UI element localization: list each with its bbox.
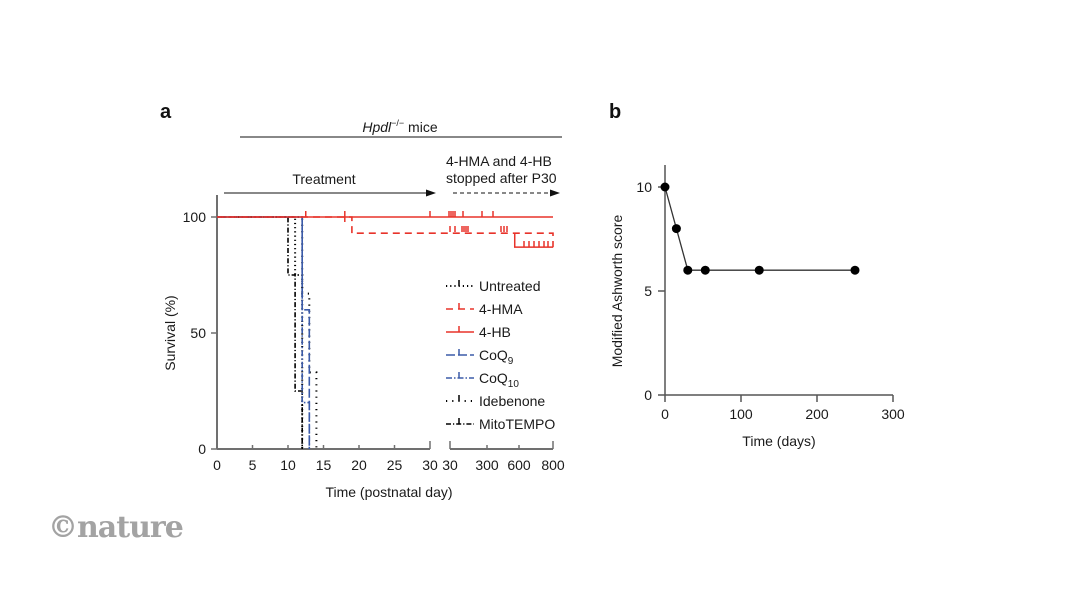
data-point: [660, 182, 670, 192]
x-tick-label: 800: [541, 457, 565, 473]
legend-label: 4-HB: [479, 324, 511, 340]
panel-label-b: b: [609, 101, 621, 123]
y-tick-label: 100: [183, 209, 207, 225]
panel-a-xlabel: Time (postnatal day): [325, 484, 452, 500]
y-tick-label: 10: [636, 179, 652, 195]
data-point: [683, 265, 693, 275]
x-tick-label: 5: [249, 457, 257, 473]
panel-a-title: Hpdl−/− mice: [362, 118, 437, 135]
stopped-arrow-head: [550, 189, 560, 197]
data-point: [850, 265, 860, 275]
panel-label-a: a: [160, 101, 172, 123]
stopped-label-line2: stopped after P30: [446, 170, 557, 186]
panel-b-ylabel: Modified Ashworth score: [609, 215, 625, 368]
panel-b-axes: 0 100 200 300 0 5 10: [636, 165, 905, 422]
x-tick-label: 100: [729, 406, 753, 422]
legend-label: Idebenone: [479, 393, 545, 409]
panel-a-axes: 0 5 10 15 20 25 30 30 300 600 800 0 50 100: [183, 195, 565, 473]
x-tick-label: 30: [442, 457, 458, 473]
legend-label: CoQ10: [479, 370, 519, 390]
legend-label: Untreated: [479, 278, 540, 294]
data-point: [671, 224, 681, 234]
series-line-mitotempo: [217, 216, 303, 449]
x-tick-label: 300: [475, 457, 499, 473]
panel-a-legend: Untreated 4-HMA 4-HB CoQ9 CoQ10 Idebenone Mito…: [446, 278, 555, 432]
data-point: [700, 265, 710, 275]
x-tick-label: 200: [805, 406, 829, 422]
x-tick-label: 30: [422, 457, 438, 473]
data-point: [754, 265, 764, 275]
x-tick-label: 0: [661, 406, 669, 422]
panel-a-ylabel: Survival (%): [162, 295, 178, 370]
panel-b-line: [664, 186, 855, 271]
treatment-arrow-head: [426, 189, 436, 197]
y-tick-label: 50: [190, 325, 206, 341]
series-line-untreated: [217, 216, 304, 449]
x-tick-label: 15: [316, 457, 332, 473]
legend-label: MitoTEMPO: [479, 416, 555, 432]
y-tick-label: 0: [644, 387, 652, 403]
panel-b-xlabel: Time (days): [742, 433, 815, 449]
panel-a-series: [217, 211, 554, 449]
series-line-idebenone: [217, 216, 318, 449]
legend-label: CoQ9: [479, 347, 514, 367]
x-tick-label: 10: [280, 457, 296, 473]
series-4hma-late-drop: [513, 233, 553, 248]
x-tick-label: 600: [507, 457, 531, 473]
x-tick-label: 300: [881, 406, 905, 422]
series-line-4-hma: [217, 216, 554, 248]
panel-b-series: [660, 182, 860, 275]
legend-label: 4-HMA: [479, 301, 523, 317]
y-tick-label: 5: [644, 283, 652, 299]
stopped-label-line1: 4-HMA and 4-HB: [446, 153, 552, 169]
x-tick-label: 0: [213, 457, 221, 473]
treatment-label: Treatment: [292, 171, 355, 187]
y-tick-label: 0: [198, 441, 206, 457]
series-line-coq10: [217, 216, 311, 449]
nature-logo: ©nature: [48, 510, 184, 545]
x-tick-label: 20: [351, 457, 367, 473]
x-tick-label: 25: [387, 457, 403, 473]
